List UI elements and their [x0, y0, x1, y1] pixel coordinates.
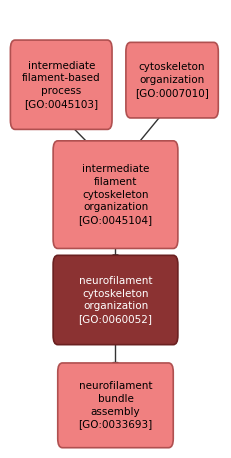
- Text: cytoskeleton
organization
[GO:0007010]: cytoskeleton organization [GO:0007010]: [135, 62, 209, 98]
- Text: neurofilament
cytoskeleton
organization
[GO:0060052]: neurofilament cytoskeleton organization …: [79, 276, 152, 324]
- Text: intermediate
filament
cytoskeleton
organization
[GO:0045104]: intermediate filament cytoskeleton organ…: [79, 164, 152, 225]
- FancyBboxPatch shape: [58, 363, 173, 448]
- FancyBboxPatch shape: [53, 141, 178, 249]
- FancyBboxPatch shape: [126, 43, 218, 118]
- FancyBboxPatch shape: [53, 256, 178, 345]
- FancyBboxPatch shape: [10, 40, 112, 130]
- Text: intermediate
filament-based
process
[GO:0045103]: intermediate filament-based process [GO:…: [22, 60, 100, 109]
- Text: neurofilament
bundle
assembly
[GO:0033693]: neurofilament bundle assembly [GO:003369…: [78, 381, 153, 430]
